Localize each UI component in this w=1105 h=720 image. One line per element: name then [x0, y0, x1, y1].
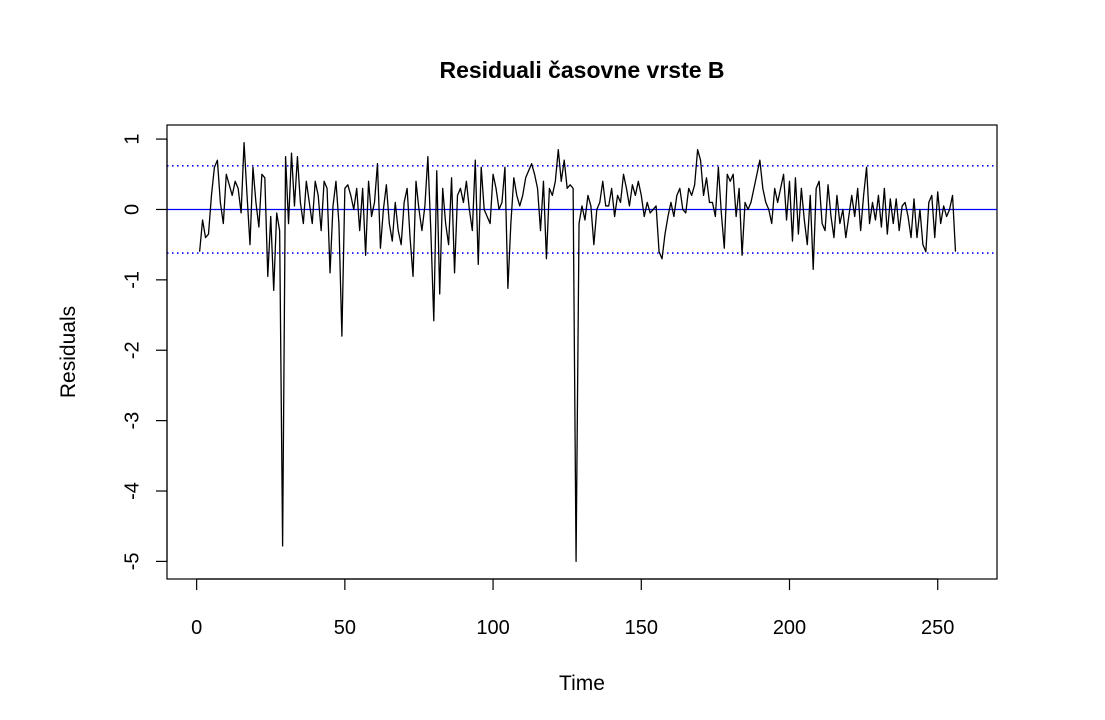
y-tick-label: 0	[121, 204, 143, 215]
y-tick-label: 1	[121, 134, 143, 145]
y-tick-label: -5	[121, 553, 143, 571]
x-axis-label: Time	[559, 672, 605, 695]
chart-title: Residuali časovne vrste B	[439, 57, 724, 83]
x-tick-label: 250	[921, 617, 954, 639]
y-tick-label: -1	[121, 271, 143, 289]
series-layer	[198, 141, 957, 563]
y-axis-label: Residuals	[57, 306, 80, 398]
y-tick-label: -4	[121, 482, 143, 500]
plot-frame	[166, 124, 998, 580]
series-line	[198, 141, 957, 563]
x-tick-label: 150	[625, 617, 658, 639]
x-tick-label: 50	[334, 617, 356, 639]
x-tick-label: 100	[476, 617, 509, 639]
y-tick-label: -3	[121, 412, 143, 430]
y-tick-label: -2	[121, 341, 143, 359]
x-axis: 0 50 100 150 200 250	[191, 578, 954, 639]
x-tick-label: 0	[191, 617, 202, 639]
x-tick-label: 200	[773, 617, 806, 639]
y-axis: -5 -4 -3 -2 -1 0 1	[121, 134, 168, 571]
